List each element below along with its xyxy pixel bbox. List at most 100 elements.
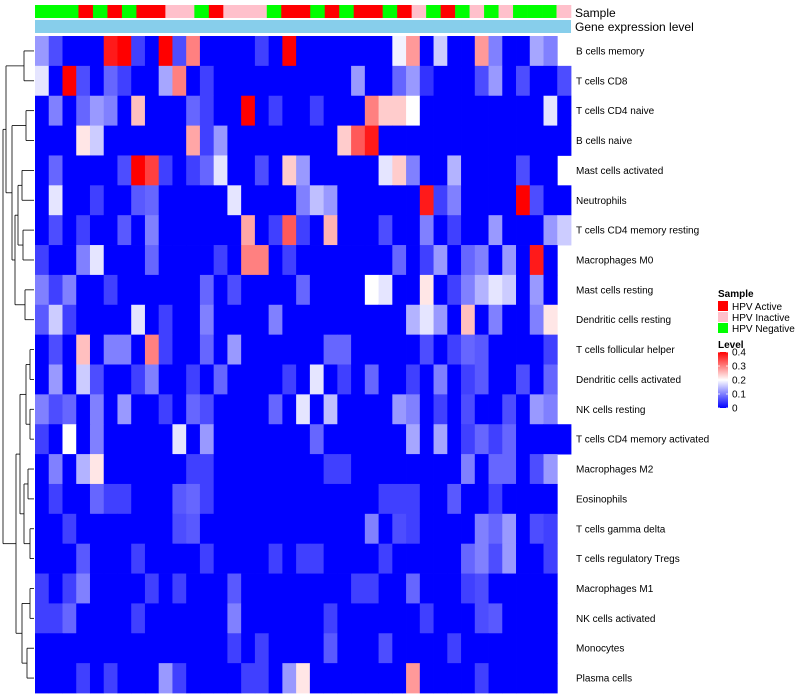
heatmap-cell — [309, 155, 325, 186]
heatmap-cell — [502, 215, 517, 246]
heatmap-cell — [254, 633, 270, 664]
heatmap-cell — [172, 155, 187, 186]
heatmap-cell — [213, 603, 228, 634]
heatmap-cell — [213, 364, 228, 395]
heatmap-cell — [144, 304, 160, 336]
heatmap-cell — [502, 274, 517, 306]
heatmap-cell — [117, 483, 132, 515]
heatmap-cell — [241, 454, 256, 485]
heatmap-cell — [254, 424, 270, 455]
heatmap-cell — [158, 543, 173, 574]
heatmap-cell — [268, 394, 283, 425]
heatmap-cell — [35, 95, 50, 126]
heatmap-cell — [254, 215, 270, 246]
heatmap-cell — [529, 364, 544, 395]
sample-annotation-cell — [78, 5, 94, 18]
heatmap-cell — [48, 394, 63, 425]
heatmap-cell — [433, 95, 448, 126]
heatmap-cell — [502, 663, 517, 694]
heatmap-cell — [296, 394, 311, 425]
heatmap-cell — [543, 543, 558, 574]
heatmap-cell — [117, 185, 132, 216]
heatmap-cell — [474, 424, 489, 455]
heatmap-cell — [296, 245, 311, 276]
heatmap-cell — [89, 483, 105, 515]
heatmap-cell — [268, 95, 283, 126]
heatmap-cell — [296, 155, 311, 186]
heatmap-cell — [227, 603, 242, 634]
heatmap-cell — [62, 215, 77, 246]
heatmap-cell — [488, 125, 503, 156]
heatmap-cell — [378, 663, 393, 694]
heatmap-cell — [241, 483, 256, 515]
heatmap-cell — [172, 364, 187, 395]
heatmap-cell — [254, 603, 270, 634]
heatmap-cell — [186, 334, 201, 365]
heatmap-cell — [406, 245, 421, 276]
heatmap-cell — [282, 513, 297, 545]
heatmap-cell — [76, 334, 91, 365]
heatmap-cell — [516, 304, 531, 336]
heatmap-cell — [158, 633, 173, 664]
heatmap-cell — [557, 95, 572, 126]
heatmap-cell — [406, 633, 421, 664]
heatmap-cell — [419, 513, 434, 545]
heatmap-cell — [323, 663, 338, 694]
sample-annotation-cell — [339, 5, 355, 18]
heatmap-cell — [48, 95, 63, 126]
heatmap-cell — [461, 245, 476, 276]
heatmap-cell — [447, 95, 462, 126]
level-legend-tick-label: 0 — [732, 404, 738, 415]
heatmap-cell — [378, 36, 393, 67]
heatmap-cell — [461, 513, 476, 545]
heatmap-cell — [62, 304, 77, 336]
heatmap-cell — [103, 543, 118, 574]
heatmap-cell — [392, 65, 407, 97]
heatmap-cell — [488, 304, 503, 336]
heatmap-cell — [461, 334, 476, 365]
heatmap-cell — [433, 603, 448, 634]
heatmap-cell — [461, 155, 476, 186]
heatmap-cell — [186, 155, 201, 186]
heatmap-cell — [474, 573, 489, 604]
row-dendrogram — [2, 50, 34, 679]
heatmap-cell — [543, 454, 558, 485]
heatmap-cell — [117, 95, 132, 126]
heatmap-cell — [172, 215, 187, 246]
heatmap-cell — [337, 155, 352, 186]
sample-annotation-cell — [150, 5, 166, 18]
heatmap-cell — [378, 424, 393, 455]
heatmap-cell — [502, 95, 517, 126]
sample-annotation-cell — [165, 5, 181, 18]
row-label: Monocytes — [576, 644, 624, 655]
heatmap-cell — [76, 513, 91, 545]
heatmap-cell — [406, 65, 421, 97]
heatmap-cell — [186, 633, 201, 664]
heatmap-cell — [117, 155, 132, 186]
row-label: Mast cells resting — [576, 285, 653, 296]
heatmap-cell — [117, 394, 132, 425]
heatmap-cell — [392, 454, 407, 485]
heatmap-cell — [337, 633, 352, 664]
heatmap-cell — [557, 424, 572, 455]
heatmap-cell — [529, 483, 544, 515]
heatmap-cell — [76, 543, 91, 574]
heatmap-cell — [296, 573, 311, 604]
heatmap-cell — [213, 95, 228, 126]
heatmap-cell — [309, 215, 325, 246]
heatmap-cell — [158, 424, 173, 455]
heatmap-cell — [378, 633, 393, 664]
heatmap-cell — [131, 245, 146, 276]
heatmap-cell — [309, 513, 325, 545]
heatmap-cell — [172, 334, 187, 365]
heatmap-cell — [227, 663, 242, 694]
heatmap-cell — [351, 185, 366, 216]
heatmap-cell — [351, 125, 366, 156]
heatmap-cell — [419, 663, 434, 694]
heatmap-cell — [103, 424, 118, 455]
heatmap-cell — [172, 185, 187, 216]
heatmap-cell — [213, 334, 228, 365]
heatmap-cell — [103, 573, 118, 604]
heatmap-cell — [543, 215, 558, 246]
sample-legend-swatch — [718, 301, 728, 311]
